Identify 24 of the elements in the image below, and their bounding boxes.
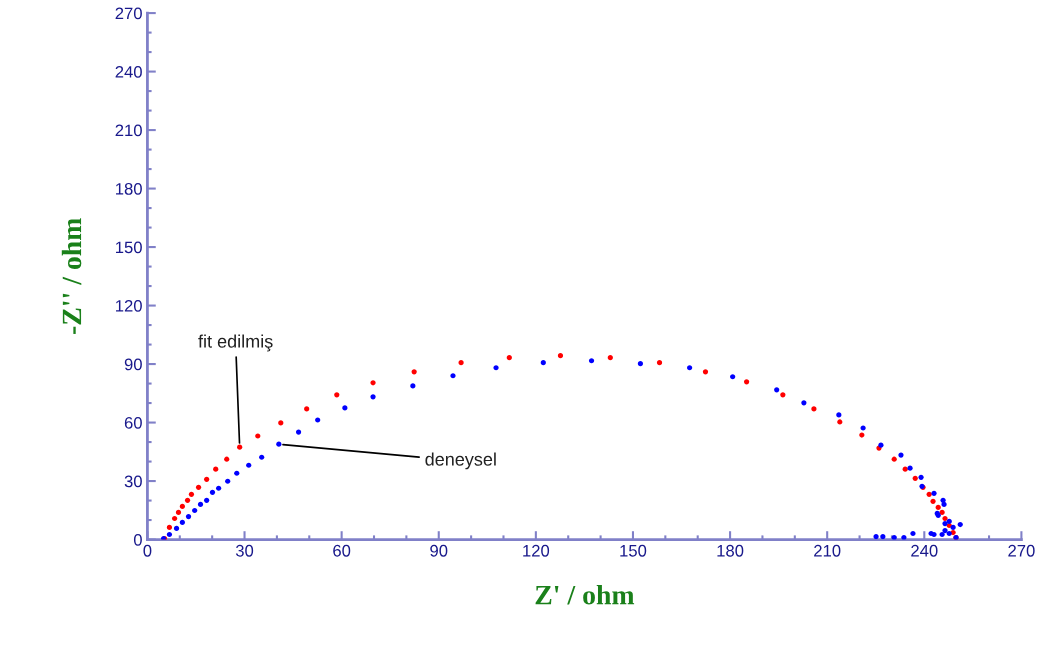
y-tick-label: 0: [133, 533, 142, 546]
y-tick-label: 240: [115, 65, 142, 78]
x-tick-label: 0: [143, 544, 152, 557]
y-tick-label: 180: [116, 182, 142, 195]
x-axis-title: Z' / ohm: [535, 584, 635, 605]
x-tick-label: 150: [620, 544, 647, 557]
x-tick-label: 240: [911, 544, 938, 557]
y-tick-label: 90: [124, 358, 142, 371]
x-tick-label: 120: [523, 544, 550, 557]
x-tick-label: 210: [814, 544, 841, 557]
y-tick-label: 30: [124, 475, 142, 488]
y-tick-label: 120: [116, 299, 142, 312]
annotation: deneysel: [425, 452, 496, 470]
y-axis-title: -Z'' / ohm: [61, 218, 82, 334]
x-tick-label: 60: [333, 544, 351, 557]
y-tick-label: 60: [124, 416, 142, 429]
y-tick-label: 270: [115, 7, 142, 20]
x-tick-label: 90: [430, 544, 448, 557]
annotation: fit edilmiş: [198, 334, 273, 352]
y-tick-label: 210: [115, 124, 142, 137]
x-tick-label: 270: [1008, 544, 1035, 557]
y-tick-label: 150: [116, 241, 142, 254]
x-tick-label: 180: [717, 544, 744, 557]
x-tick-label: 30: [235, 544, 254, 557]
